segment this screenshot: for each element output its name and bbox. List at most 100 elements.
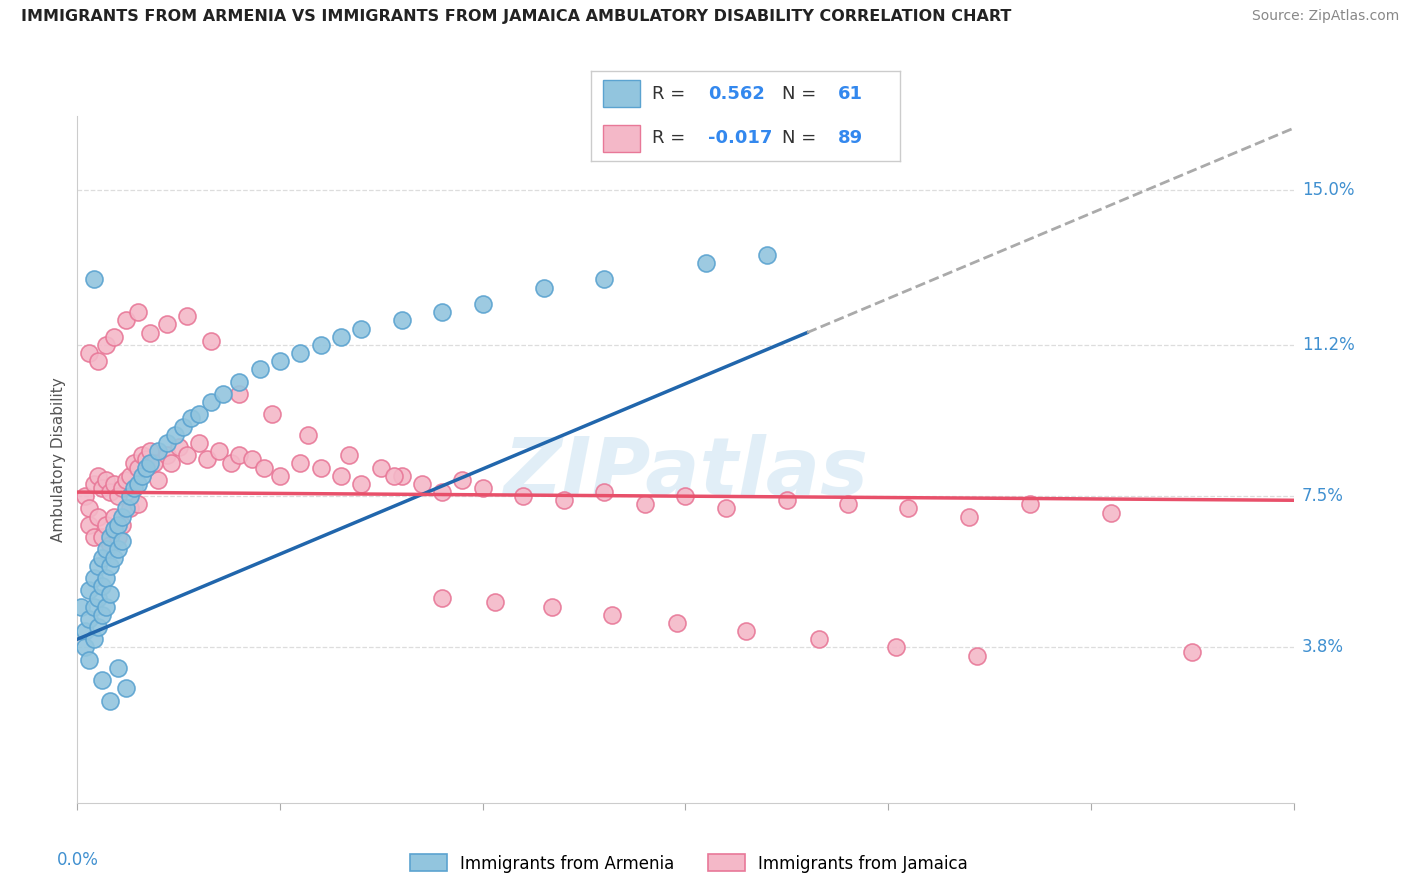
Point: [188, 408, 211, 422]
Point: [253, 460, 276, 475]
Point: [297, 428, 319, 442]
Point: [98, 530, 121, 544]
Point: [86, 591, 108, 606]
Point: [776, 493, 799, 508]
Text: 0.0%: 0.0%: [56, 851, 98, 869]
Point: [135, 452, 157, 467]
Point: [309, 460, 332, 475]
Text: R =: R =: [652, 85, 686, 103]
Text: 89: 89: [838, 129, 863, 147]
Text: 7.5%: 7.5%: [1302, 487, 1344, 505]
Point: [155, 436, 177, 450]
Point: [430, 485, 453, 500]
Point: [212, 387, 235, 401]
Point: [411, 477, 433, 491]
Point: [290, 346, 312, 360]
Point: [391, 468, 413, 483]
Point: [86, 354, 108, 368]
Bar: [603, 80, 640, 107]
Point: [755, 248, 778, 262]
Point: [115, 473, 138, 487]
Point: [350, 321, 373, 335]
Point: [1099, 506, 1122, 520]
Point: [634, 497, 657, 511]
Point: [329, 468, 352, 483]
Point: [1019, 497, 1042, 511]
Point: [103, 477, 125, 491]
Point: [90, 673, 112, 688]
Point: [115, 501, 138, 516]
Point: [148, 473, 170, 487]
Point: [159, 457, 181, 471]
Point: [83, 272, 105, 286]
Point: [290, 457, 312, 471]
Point: [471, 297, 494, 311]
Point: [79, 501, 101, 516]
Text: IMMIGRANTS FROM ARMENIA VS IMMIGRANTS FROM JAMAICA AMBULATORY DISABILITY CORRELA: IMMIGRANTS FROM ARMENIA VS IMMIGRANTS FR…: [21, 9, 1011, 24]
Point: [512, 489, 534, 503]
Point: [957, 509, 980, 524]
Point: [188, 436, 211, 450]
Point: [221, 457, 243, 471]
Point: [94, 517, 117, 532]
Point: [135, 460, 157, 475]
Point: [103, 550, 125, 565]
Point: [83, 632, 105, 647]
Point: [90, 481, 112, 495]
Text: 3.8%: 3.8%: [1302, 639, 1344, 657]
Text: 61: 61: [838, 85, 863, 103]
Point: [228, 375, 250, 389]
Text: -0.017: -0.017: [709, 129, 772, 147]
Point: [79, 517, 101, 532]
Point: [75, 640, 97, 655]
Text: N =: N =: [782, 129, 817, 147]
Point: [602, 607, 624, 622]
Point: [122, 457, 145, 471]
Point: [86, 558, 108, 573]
Point: [98, 558, 121, 573]
Point: [131, 468, 153, 483]
Point: [269, 354, 291, 368]
Point: [155, 448, 177, 462]
Point: [107, 489, 129, 503]
Point: [714, 501, 737, 516]
Point: [94, 473, 117, 487]
Point: [897, 501, 920, 516]
Point: [337, 448, 360, 462]
Text: 15.0%: 15.0%: [1302, 180, 1354, 199]
Point: [127, 497, 149, 511]
Point: [350, 477, 373, 491]
Point: [484, 595, 506, 609]
Point: [808, 632, 831, 647]
Text: Source: ZipAtlas.com: Source: ZipAtlas.com: [1251, 9, 1399, 23]
Point: [70, 599, 93, 614]
Point: [86, 620, 108, 634]
Point: [249, 362, 271, 376]
Point: [200, 334, 222, 348]
Point: [103, 522, 125, 536]
Point: [139, 457, 162, 471]
Point: [195, 452, 218, 467]
Point: [94, 571, 117, 585]
Point: [127, 477, 149, 491]
Point: [83, 530, 105, 544]
Point: [86, 468, 108, 483]
Point: [107, 530, 129, 544]
Point: [176, 310, 198, 324]
Text: N =: N =: [782, 85, 817, 103]
Point: [75, 489, 97, 503]
Text: 11.2%: 11.2%: [1302, 336, 1354, 354]
Legend: Immigrants from Armenia, Immigrants from Jamaica: Immigrants from Armenia, Immigrants from…: [404, 847, 974, 880]
Point: [107, 517, 129, 532]
Point: [370, 460, 392, 475]
Point: [666, 615, 689, 630]
Bar: [603, 125, 640, 152]
Text: 0.562: 0.562: [709, 85, 765, 103]
Point: [131, 448, 153, 462]
Point: [176, 448, 198, 462]
Point: [122, 481, 145, 495]
Point: [90, 550, 112, 565]
Point: [228, 448, 250, 462]
Point: [735, 624, 758, 639]
Point: [90, 607, 112, 622]
